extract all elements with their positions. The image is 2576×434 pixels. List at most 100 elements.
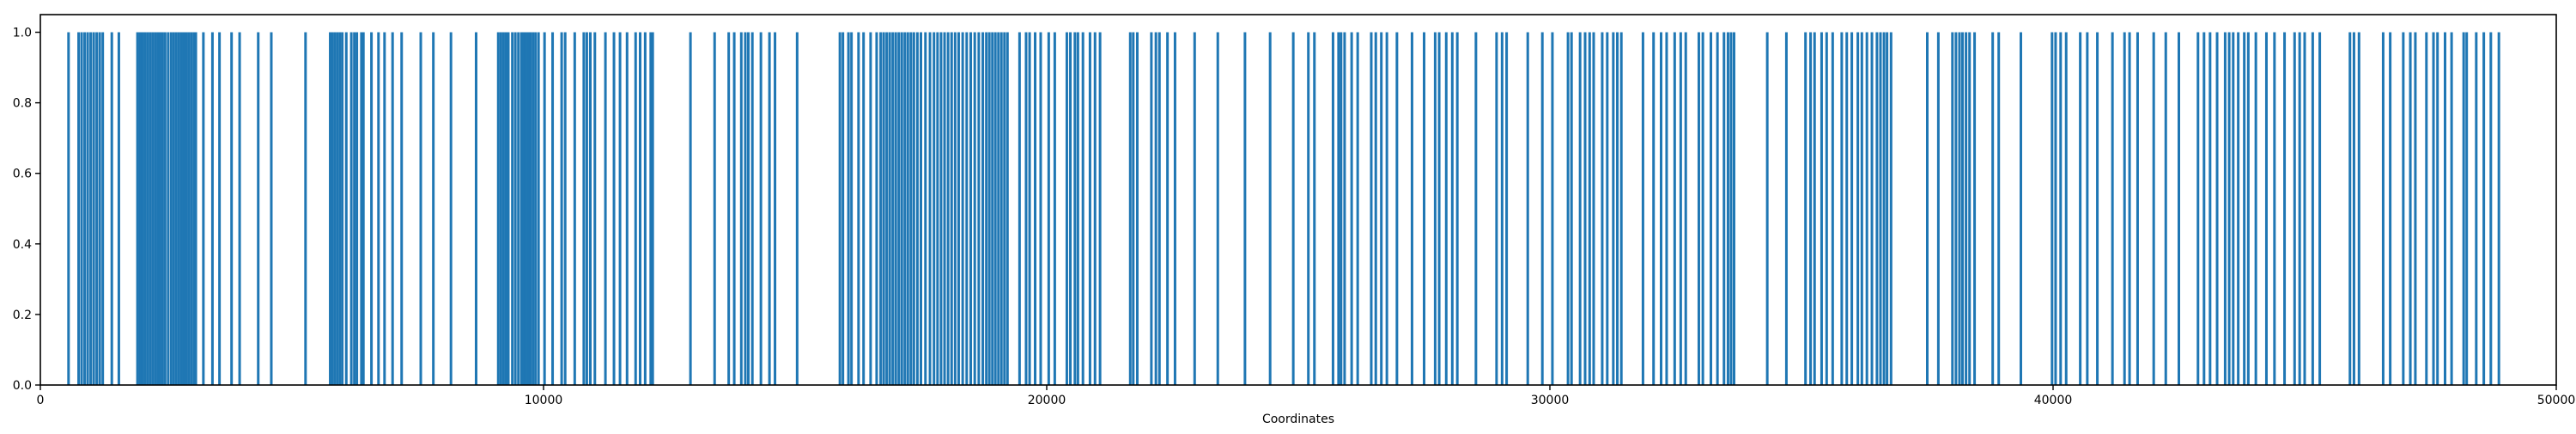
bar-mark <box>953 32 957 386</box>
bar-mark <box>1444 32 1448 386</box>
bar-mark <box>1331 32 1334 386</box>
bar-mark <box>1809 32 1813 386</box>
bar-mark <box>526 32 530 386</box>
bar-mark <box>360 32 363 386</box>
bar-mark <box>1003 32 1006 386</box>
bar-mark <box>185 32 188 386</box>
bar-mark <box>1889 32 1893 386</box>
bar-mark <box>110 32 113 386</box>
bar-mark <box>2136 32 2139 386</box>
bar-mark <box>2215 32 2219 386</box>
y-tick-label: 0.6 <box>13 168 32 181</box>
bar-mark <box>151 32 155 386</box>
bar-mark <box>2128 32 2131 386</box>
bar-mark <box>163 32 167 386</box>
bar-mark <box>2254 32 2257 386</box>
bar-mark <box>2223 32 2227 386</box>
bar-mark <box>2381 32 2385 386</box>
bar-mark <box>304 32 307 386</box>
bar-mark <box>618 32 622 386</box>
bar-mark <box>1840 32 1844 386</box>
bar-mark <box>517 32 520 386</box>
bar-mark <box>77 32 81 386</box>
bar-mark <box>532 32 535 386</box>
bar-mark <box>604 32 607 386</box>
bar-mark <box>101 32 105 386</box>
bar-mark <box>377 32 380 386</box>
bar-mark <box>2443 32 2446 386</box>
bar-mark <box>344 32 348 386</box>
bar-mark <box>1825 32 1828 386</box>
bar-mark <box>1726 32 1729 386</box>
bar-mark <box>172 32 175 386</box>
bar-mark <box>1850 32 1854 386</box>
bar-mark <box>1243 32 1247 386</box>
bar-mark <box>1716 32 1719 386</box>
bar-mark <box>1132 32 1135 386</box>
bar-mark <box>1047 32 1050 386</box>
bar-mark <box>950 32 953 386</box>
bar-mark <box>154 32 157 386</box>
bar-mark <box>182 32 185 386</box>
bar-mark <box>1268 32 1272 386</box>
bar-mark <box>589 32 592 386</box>
bar-mark <box>1592 32 1595 386</box>
bar-mark <box>1385 32 1388 386</box>
bar-mark <box>2298 32 2301 386</box>
bar-mark <box>1135 32 1139 386</box>
bar-mark <box>625 32 629 386</box>
bar-mark <box>1860 32 1863 386</box>
bar-mark <box>879 32 883 386</box>
bar-mark <box>149 32 152 386</box>
bar-mark <box>2409 32 2412 386</box>
bar-mark <box>946 32 950 386</box>
bar-mark <box>1340 32 1343 386</box>
bar-mark <box>612 32 616 386</box>
bar-mark <box>2237 32 2240 386</box>
bar-mark <box>739 32 743 386</box>
bar-mark <box>1856 32 1860 386</box>
bar-mark <box>177 32 180 386</box>
bar-mark <box>2096 32 2099 386</box>
bar-mark <box>2475 32 2478 386</box>
bar-mark <box>529 32 532 386</box>
bar-mark <box>689 32 692 386</box>
bar-mark <box>419 32 422 386</box>
bar-mark <box>1954 32 1958 386</box>
bar-mark <box>2283 32 2287 386</box>
bar-mark <box>897 32 901 386</box>
bar-mark <box>1813 32 1816 386</box>
bar-mark <box>333 32 337 386</box>
bar-mark <box>1936 32 1940 386</box>
bar-mark <box>1879 32 1882 386</box>
bar-mark <box>496 32 500 386</box>
bar-mark <box>329 32 332 386</box>
bar-mark <box>961 32 964 386</box>
bar-mark <box>634 32 637 386</box>
bar-mark <box>1193 32 1196 386</box>
bar-mark <box>537 32 540 386</box>
bar-mark <box>202 32 205 386</box>
bar-mark <box>83 32 87 386</box>
bar-mark <box>1540 32 1544 386</box>
bar-mark <box>218 32 222 386</box>
y-tick-label: 1.0 <box>13 27 32 40</box>
bar-mark <box>2020 32 2022 386</box>
bar-mark <box>1343 32 1346 386</box>
bar-mark <box>1166 32 1170 386</box>
bar-mark <box>513 32 517 386</box>
bar-mark <box>841 32 845 386</box>
bar-mark <box>912 32 915 386</box>
bar-mark <box>1069 32 1072 386</box>
bar-mark <box>1495 32 1498 386</box>
bar-mark <box>138 32 142 386</box>
bar-mark <box>2352 32 2355 386</box>
bar-mark <box>965 32 969 386</box>
bar-mark <box>432 32 435 386</box>
bar-mark <box>1076 32 1079 386</box>
bar-mark <box>2123 32 2126 386</box>
bar-mark <box>2064 32 2068 386</box>
bar-mark <box>524 32 527 386</box>
bar-mark <box>1673 32 1676 386</box>
bar-mark <box>920 32 922 386</box>
